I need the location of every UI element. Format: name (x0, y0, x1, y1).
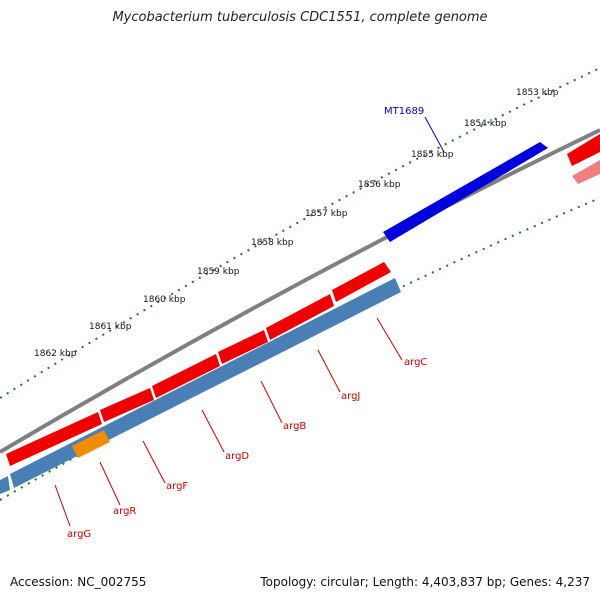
kbp-1854: 1854 kbp (464, 119, 507, 129)
label-argG[interactable]: argG (67, 529, 91, 540)
gene-argD-forward[interactable] (152, 354, 220, 398)
mt1689-leader (424, 116, 445, 153)
kbp-labels: 1853 kbp 1854 kbp 1855 kbp 1856 kbp 1857… (34, 88, 559, 359)
genome-summary-text: Topology: circular; Length: 4,403,837 bp… (260, 575, 590, 589)
kbp-1860: 1860 kbp (143, 295, 186, 305)
label-argF[interactable]: argF (166, 481, 188, 492)
gene-labels: argC argJ argB argD argF argR argG (67, 357, 427, 540)
kbp-1859: 1859 kbp (197, 267, 240, 277)
gene-leaders (54, 317, 403, 527)
map-title: Mycobacterium tuberculosis CDC1551, comp… (112, 10, 488, 25)
kbp-1857: 1857 kbp (305, 209, 348, 219)
label-argB[interactable]: argB (283, 421, 306, 432)
accession-text: Accession: NC_002755 (10, 575, 147, 589)
label-argC[interactable]: argC (404, 357, 427, 368)
kbp-1856: 1856 kbp (358, 180, 401, 190)
label-mt1689[interactable]: MT1689 (384, 106, 424, 117)
kbp-1853: 1853 kbp (516, 88, 559, 98)
kbp-1861: 1861 kbp (89, 322, 132, 332)
gene-mt1689[interactable] (383, 142, 548, 242)
kbp-1855: 1855 kbp (411, 150, 454, 160)
gene-argC-forward[interactable] (332, 262, 391, 302)
outer-tick-ring (0, 67, 600, 399)
forward-genes (6, 262, 391, 466)
gene-forward-top-right-light[interactable] (572, 160, 600, 184)
gene-argR-forward[interactable] (6, 412, 102, 466)
reverse-strand-bar[interactable] (10, 278, 401, 488)
genome-backbone (0, 128, 600, 454)
label-argJ[interactable]: argJ (341, 391, 360, 402)
label-argD[interactable]: argD (225, 451, 249, 462)
gene-argJ-forward[interactable] (266, 294, 334, 340)
gene-argF-forward[interactable] (100, 388, 154, 422)
kbp-1862: 1862 kbp (34, 349, 77, 359)
gene-forward-top-right[interactable] (567, 134, 600, 166)
inner-tick-ring (0, 197, 600, 501)
gene-argB-forward[interactable] (218, 330, 268, 364)
label-argR[interactable]: argR (113, 506, 136, 517)
kbp-1858: 1858 kbp (251, 238, 294, 248)
reverse-strand-bar-left[interactable] (0, 476, 10, 494)
gene-argR-highlight[interactable] (72, 430, 110, 458)
